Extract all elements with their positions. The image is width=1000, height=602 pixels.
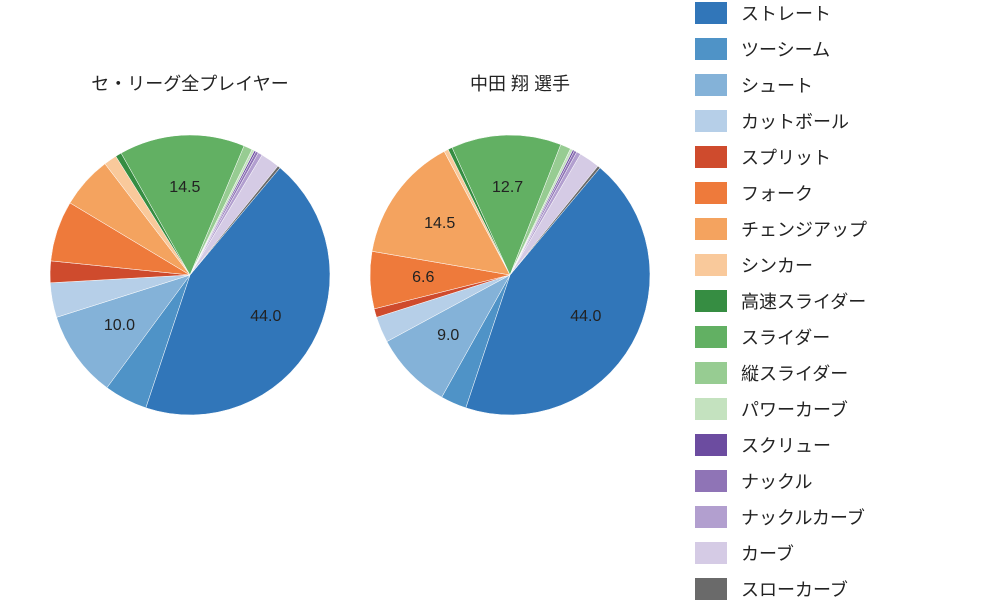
legend-row: ナックル bbox=[695, 468, 985, 494]
legend-row: フォーク bbox=[695, 180, 985, 206]
legend-swatch bbox=[695, 542, 727, 564]
legend-row: スローカーブ bbox=[695, 576, 985, 602]
legend-label: スローカーブ bbox=[741, 576, 848, 602]
legend-row: スプリット bbox=[695, 144, 985, 170]
legend-row: シンカー bbox=[695, 252, 985, 278]
legend-label: ナックル bbox=[741, 468, 812, 494]
legend-label: シュート bbox=[741, 72, 813, 98]
legend-swatch bbox=[695, 362, 727, 384]
legend-swatch bbox=[695, 254, 727, 276]
legend-label: スライダー bbox=[741, 324, 830, 350]
legend-swatch bbox=[695, 326, 727, 348]
legend-label: カットボール bbox=[741, 108, 849, 134]
legend-label: パワーカーブ bbox=[741, 396, 848, 422]
legend-row: ストレート bbox=[695, 0, 985, 26]
pie-chart bbox=[48, 133, 332, 422]
legend-label: 高速スライダー bbox=[741, 288, 866, 314]
pie-chart-area: セ・リーグ全プレイヤー44.010.014.5中田 翔 選手44.09.06.6… bbox=[0, 0, 680, 600]
legend-label: カーブ bbox=[741, 540, 794, 566]
legend-label: ツーシーム bbox=[741, 36, 830, 62]
legend-swatch bbox=[695, 110, 727, 132]
legend-label: チェンジアップ bbox=[741, 216, 867, 242]
legend-label: フォーク bbox=[741, 180, 813, 206]
chart-title: 中田 翔 選手 bbox=[390, 70, 650, 96]
legend-label: スプリット bbox=[741, 144, 831, 170]
legend-swatch bbox=[695, 290, 727, 312]
legend-row: スライダー bbox=[695, 324, 985, 350]
legend-row: カーブ bbox=[695, 540, 985, 566]
legend-row: ナックルカーブ bbox=[695, 504, 985, 530]
legend-swatch bbox=[695, 38, 727, 60]
legend-swatch bbox=[695, 470, 727, 492]
legend-swatch bbox=[695, 146, 727, 168]
pie-chart bbox=[368, 133, 652, 422]
legend-label: ナックルカーブ bbox=[741, 504, 865, 530]
legend: ストレートツーシームシュートカットボールスプリットフォークチェンジアップシンカー… bbox=[695, 0, 985, 600]
legend-row: パワーカーブ bbox=[695, 396, 985, 422]
legend-label: シンカー bbox=[741, 252, 813, 278]
legend-row: カットボール bbox=[695, 108, 985, 134]
legend-row: 高速スライダー bbox=[695, 288, 985, 314]
legend-swatch bbox=[695, 578, 727, 600]
chart-container: { "charts": [ { "title": "セ・リーグ全プレイヤー", … bbox=[0, 0, 1000, 600]
legend-row: ツーシーム bbox=[695, 36, 985, 62]
legend-label: ストレート bbox=[741, 0, 831, 26]
legend-swatch bbox=[695, 398, 727, 420]
legend-swatch bbox=[695, 2, 727, 24]
legend-row: 縦スライダー bbox=[695, 360, 985, 386]
legend-swatch bbox=[695, 218, 727, 240]
legend-label: スクリュー bbox=[741, 432, 831, 458]
legend-swatch bbox=[695, 506, 727, 528]
legend-row: スクリュー bbox=[695, 432, 985, 458]
legend-swatch bbox=[695, 74, 727, 96]
legend-row: チェンジアップ bbox=[695, 216, 985, 242]
legend-swatch bbox=[695, 434, 727, 456]
chart-title: セ・リーグ全プレイヤー bbox=[60, 70, 320, 96]
legend-swatch bbox=[695, 182, 727, 204]
legend-row: シュート bbox=[695, 72, 985, 98]
legend-label: 縦スライダー bbox=[741, 360, 848, 386]
